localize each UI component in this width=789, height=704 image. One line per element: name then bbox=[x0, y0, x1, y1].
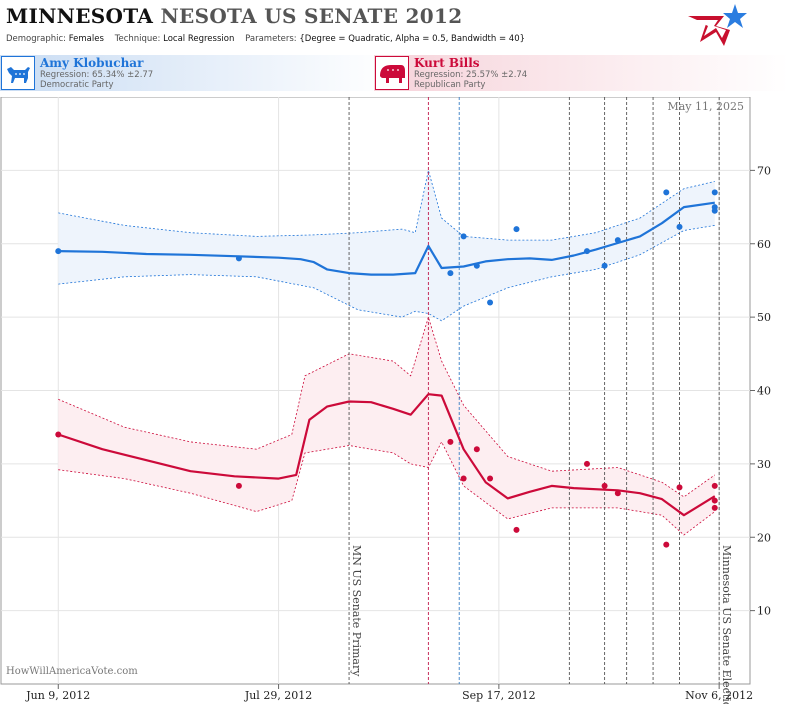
y-tick-label: 60 bbox=[757, 238, 771, 251]
parameters-line: Demographic: Females Technique: Local Re… bbox=[6, 34, 525, 44]
demographic-value: Females bbox=[68, 34, 104, 44]
poll-point bbox=[583, 460, 590, 467]
parameters-value: {Degree = Quadratic, Alpha = 0.5, Bandwi… bbox=[299, 34, 526, 44]
poll-point bbox=[711, 482, 718, 489]
poll-point bbox=[460, 233, 467, 240]
poll-point bbox=[447, 438, 454, 445]
poll-point bbox=[711, 207, 718, 214]
poll-point bbox=[663, 541, 670, 548]
poll-point bbox=[55, 431, 62, 438]
y-tick-label: 70 bbox=[757, 164, 771, 177]
poll-point bbox=[235, 255, 242, 262]
candidate-party: Democratic Party bbox=[40, 80, 114, 90]
y-tick-label: 40 bbox=[757, 385, 771, 398]
elephant-icon bbox=[375, 56, 409, 90]
poll-point bbox=[473, 446, 480, 453]
technique-value: Local Regression bbox=[163, 34, 235, 44]
lower-bound-line bbox=[58, 225, 715, 322]
event-label: MN US Senate Primary bbox=[350, 545, 363, 677]
y-tick-label: 10 bbox=[757, 605, 771, 618]
y-tick-label: 20 bbox=[757, 531, 771, 544]
title-rest: NESOTA US SENATE 2012 bbox=[160, 4, 463, 28]
date-label: May 11, 2025 bbox=[667, 100, 744, 113]
event-label: Minnesota US Senate Election bbox=[720, 545, 733, 704]
poll-point bbox=[711, 189, 718, 196]
candidate-regression: Regression: 25.57% ±2.74 bbox=[414, 70, 528, 80]
candidate-republican: Kurt Bills Regression: 25.57% ±2.74 Repu… bbox=[374, 55, 789, 91]
upper-bound-line bbox=[58, 315, 716, 498]
parameters-label: Parameters: bbox=[245, 34, 297, 44]
poll-point bbox=[487, 299, 494, 306]
demographic-label: Demographic: bbox=[6, 34, 67, 44]
poll-point bbox=[487, 475, 494, 482]
poll-point bbox=[513, 526, 520, 533]
poll-point bbox=[583, 248, 590, 255]
poll-point bbox=[235, 482, 242, 489]
donkey-icon bbox=[1, 56, 35, 90]
lower-bound-line bbox=[58, 441, 716, 536]
upper-bound-line bbox=[58, 170, 715, 241]
poll-point bbox=[663, 189, 670, 196]
poll-point bbox=[711, 504, 718, 511]
poll-point bbox=[460, 475, 467, 482]
title-bold: MINNESOTA bbox=[6, 4, 154, 28]
poll-point bbox=[676, 223, 683, 230]
poll-point bbox=[614, 237, 621, 244]
poll-point bbox=[473, 262, 480, 269]
watermark-text: HowWillAmericaVote.com bbox=[6, 666, 138, 677]
poll-point bbox=[601, 482, 608, 489]
candidate-party: Republican Party bbox=[414, 80, 486, 90]
poll-point bbox=[711, 497, 718, 504]
header: MINNESOTA NESOTA US SENATE 2012 Demograp… bbox=[0, 0, 750, 50]
x-tick-label: Jun 9, 2012 bbox=[25, 689, 90, 702]
candidate-regression: Regression: 65.34% ±2.77 bbox=[40, 70, 154, 80]
poll-point bbox=[447, 270, 454, 277]
y-tick-label: 50 bbox=[757, 311, 771, 324]
poll-chart: 10 20 30 40 50 60 70 Jun 9, 2012 Jul 29, 2012 Sep… bbox=[0, 97, 771, 704]
page-title: MINNESOTA NESOTA US SENATE 2012 bbox=[6, 4, 462, 28]
y-tick-label: 30 bbox=[757, 458, 771, 471]
regression-line bbox=[57, 393, 716, 517]
x-tick-label: Jul 29, 2012 bbox=[244, 689, 313, 702]
confidence-band bbox=[58, 170, 715, 321]
candidate-name: Amy Klobuchar bbox=[40, 56, 144, 70]
candidate-name: Kurt Bills bbox=[414, 56, 480, 70]
poll-point bbox=[601, 262, 608, 269]
poll-point bbox=[676, 484, 683, 491]
confidence-band bbox=[58, 317, 715, 535]
poll-point bbox=[614, 490, 621, 497]
poll-point bbox=[513, 226, 520, 233]
candidate-democrat: Amy Klobuchar Regression: 65.34% ±2.77 D… bbox=[0, 55, 390, 91]
site-logo-icon bbox=[688, 4, 747, 46]
technique-label: Technique: bbox=[114, 34, 161, 44]
poll-point bbox=[55, 248, 62, 255]
x-tick-label: Nov 6, 2012 bbox=[685, 689, 753, 702]
regression-line bbox=[58, 201, 715, 276]
candidate-legend: Amy Klobuchar Regression: 65.34% ±2.77 D… bbox=[0, 55, 789, 95]
x-tick-label: Sep 17, 2012 bbox=[462, 689, 536, 702]
